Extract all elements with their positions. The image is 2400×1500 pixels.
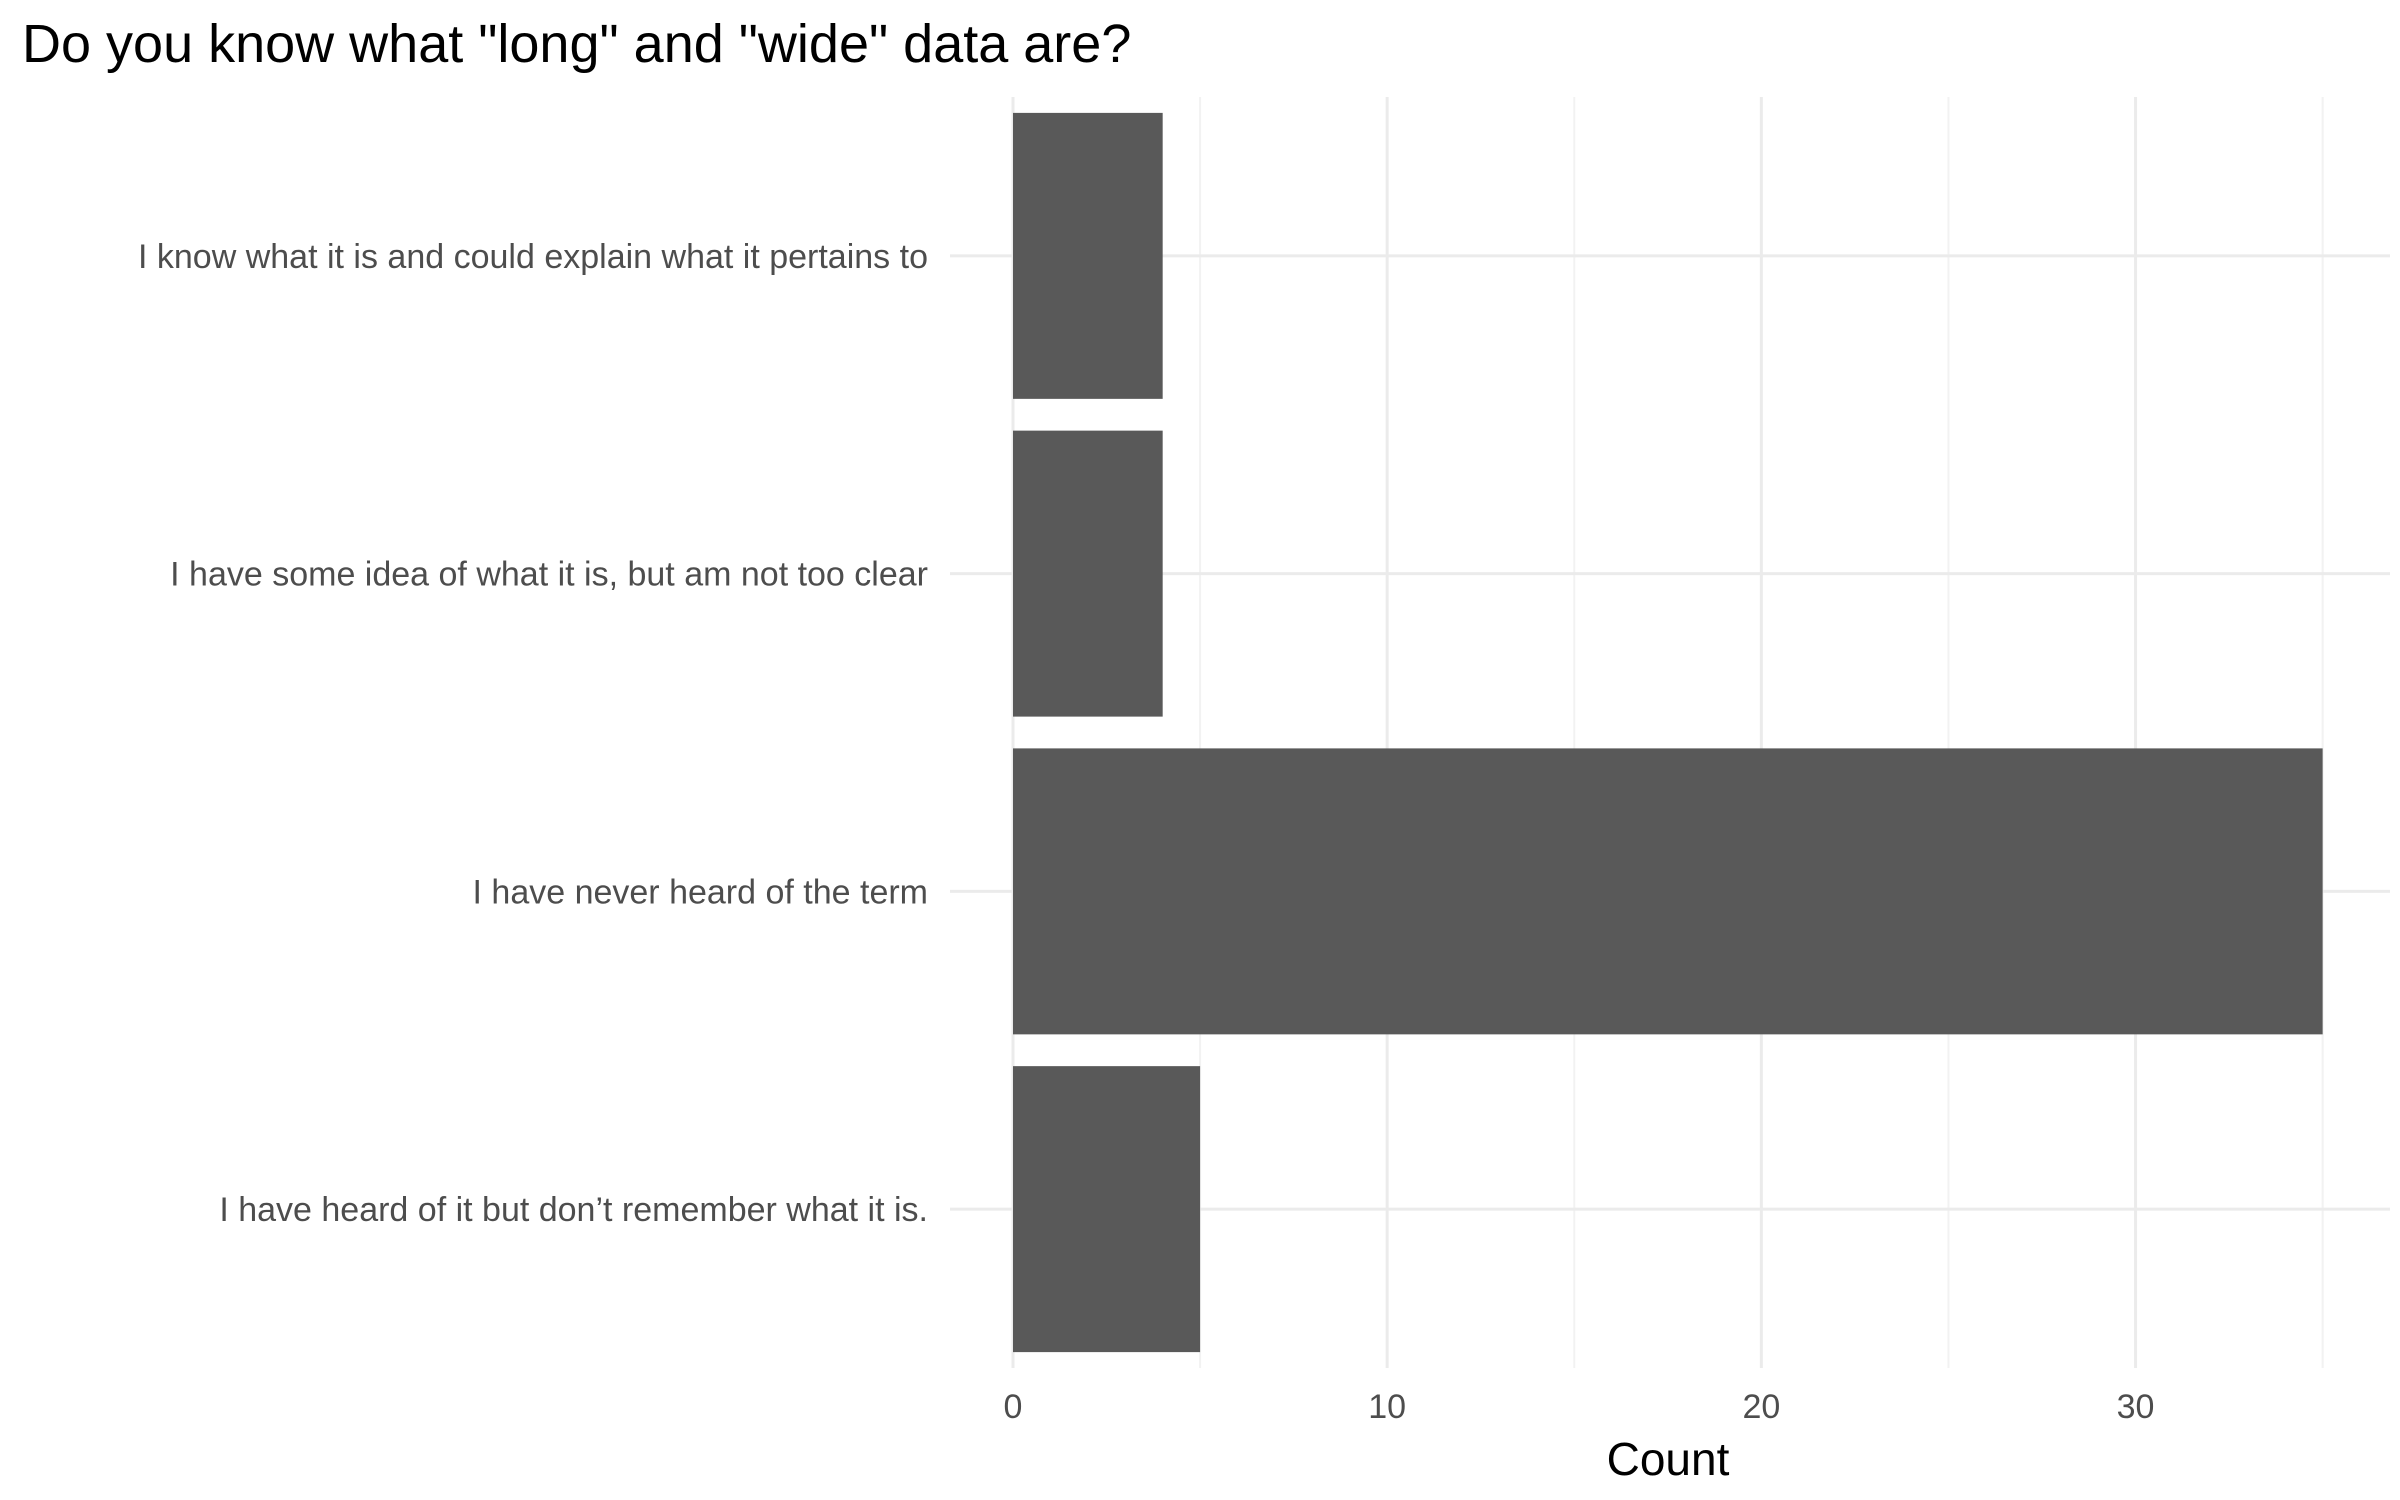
bars bbox=[1013, 112, 2323, 1353]
y-tick-label: I have heard of it but don’t remember wh… bbox=[219, 1191, 928, 1229]
bar bbox=[1013, 748, 2323, 1035]
x-axis-tick-labels: 0 10 20 30 bbox=[1004, 1388, 2155, 1426]
x-tick-label: 20 bbox=[1742, 1388, 1780, 1426]
y-tick-label: I know what it is and could explain what… bbox=[138, 238, 928, 276]
bar bbox=[1013, 112, 1163, 399]
y-tick-label: I have never heard of the term bbox=[473, 873, 928, 911]
x-tick-label: 10 bbox=[1368, 1388, 1406, 1426]
x-tick-label: 30 bbox=[2117, 1388, 2155, 1426]
bar bbox=[1013, 430, 1163, 717]
bar bbox=[1013, 1066, 1201, 1353]
x-axis-label: Count bbox=[1607, 1433, 1730, 1485]
x-tick-label: 0 bbox=[1004, 1388, 1023, 1426]
y-axis-tick-labels: I know what it is and could explain what… bbox=[138, 238, 928, 1229]
chart-title: Do you know what "long" and "wide" data … bbox=[22, 14, 1131, 74]
y-tick-label: I have some idea of what it is, but am n… bbox=[170, 556, 928, 594]
